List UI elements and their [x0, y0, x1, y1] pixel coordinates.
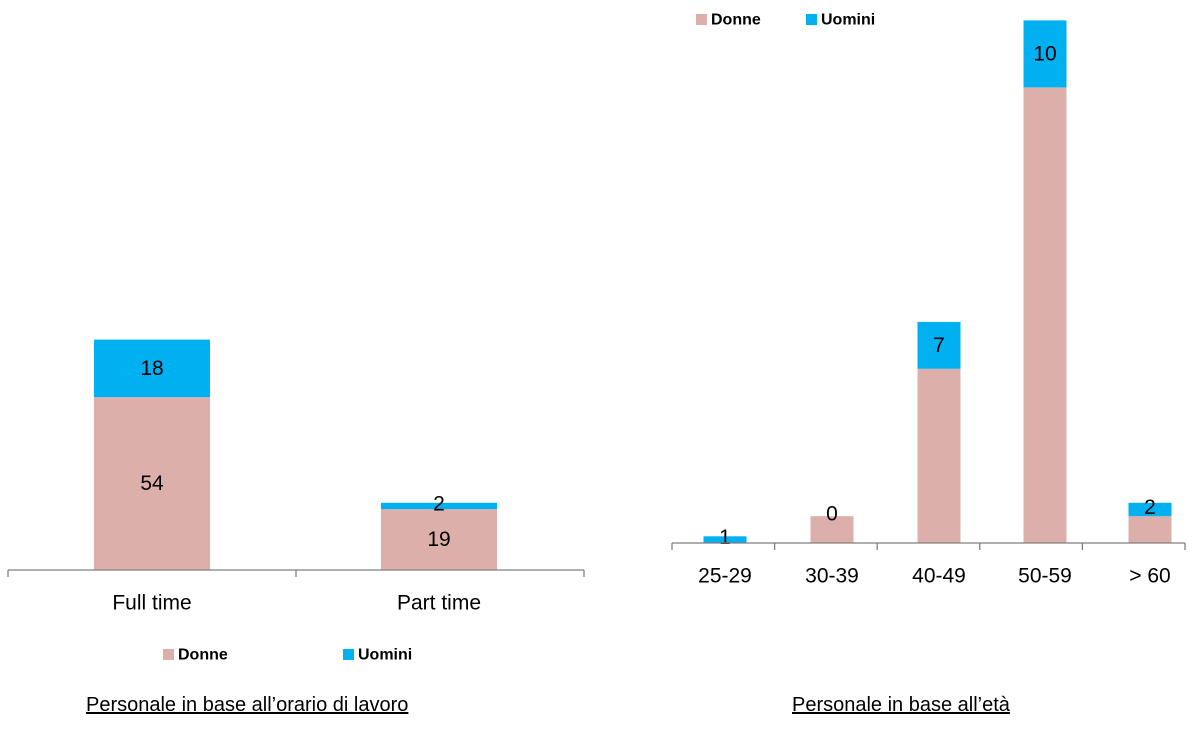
- chart2-xtick-label-4: 50-59: [1018, 565, 1072, 588]
- chart1-xtick-label-1: Full time: [112, 592, 191, 615]
- chart2-bar-uomini-3: [917, 321, 961, 369]
- chart2-bar-uomini-4: [1023, 20, 1067, 88]
- chart2-bar-donne-3: [917, 368, 961, 543]
- chart1-bar-uomini-1: [94, 339, 210, 398]
- chart1-legend-swatch-uomini: [343, 649, 354, 660]
- chart2-label-uomini-1: 1: [719, 526, 731, 549]
- chart2-xtick-label-1: 25-29: [698, 565, 752, 588]
- chart2-label-uomini-2: 0: [826, 503, 838, 526]
- chart2-xtick-label-2: 30-39: [805, 565, 859, 588]
- chart1-legend-label-donne: Donne: [178, 647, 228, 664]
- chart2-legend-label-uomini: Uomini: [821, 12, 875, 29]
- chart1-label-uomini-2: 2: [433, 493, 445, 516]
- chart1-bar-donne-2: [381, 509, 497, 570]
- chart1-bar-donne-1: [94, 397, 210, 570]
- chart2-legend-swatch-uomini: [806, 14, 817, 25]
- chart1-caption: Personale in base all’orario di lavoro: [86, 694, 409, 716]
- chart2-xtick-label-5: > 60: [1129, 565, 1170, 588]
- chart1-legend-label-uomini: Uomini: [358, 647, 412, 664]
- chart2-bar-uomini-5: [1128, 502, 1172, 517]
- chart2-label-uomini-3: 7: [933, 334, 945, 357]
- chart2-bar-donne-4: [1023, 87, 1067, 544]
- chart1-label-donne-1: 54: [140, 472, 164, 495]
- chart2-label-uomini-5: 2: [1144, 496, 1156, 519]
- chart2-bar-donne-2: [810, 516, 854, 543]
- chart2-legend-swatch-donne: [696, 14, 707, 25]
- chart2-caption: Personale in base all’età: [792, 694, 1010, 716]
- chart1-xtick-label-2: Part time: [397, 592, 481, 615]
- chart2-legend-label-donne: Donne: [711, 12, 761, 29]
- chart2-xtick-label-3: 40-49: [912, 565, 966, 588]
- chart2-bar-uomini-1: [703, 536, 747, 543]
- chart1-label-donne-2: 19: [427, 528, 450, 551]
- chart2-bar-donne-5: [1128, 516, 1172, 543]
- chart2-label-uomini-4: 10: [1033, 42, 1056, 65]
- chart1-label-uomini-1: 18: [140, 357, 163, 380]
- chart1-legend-swatch-donne: [163, 649, 174, 660]
- chart1-bar-uomini-2: [381, 502, 497, 510]
